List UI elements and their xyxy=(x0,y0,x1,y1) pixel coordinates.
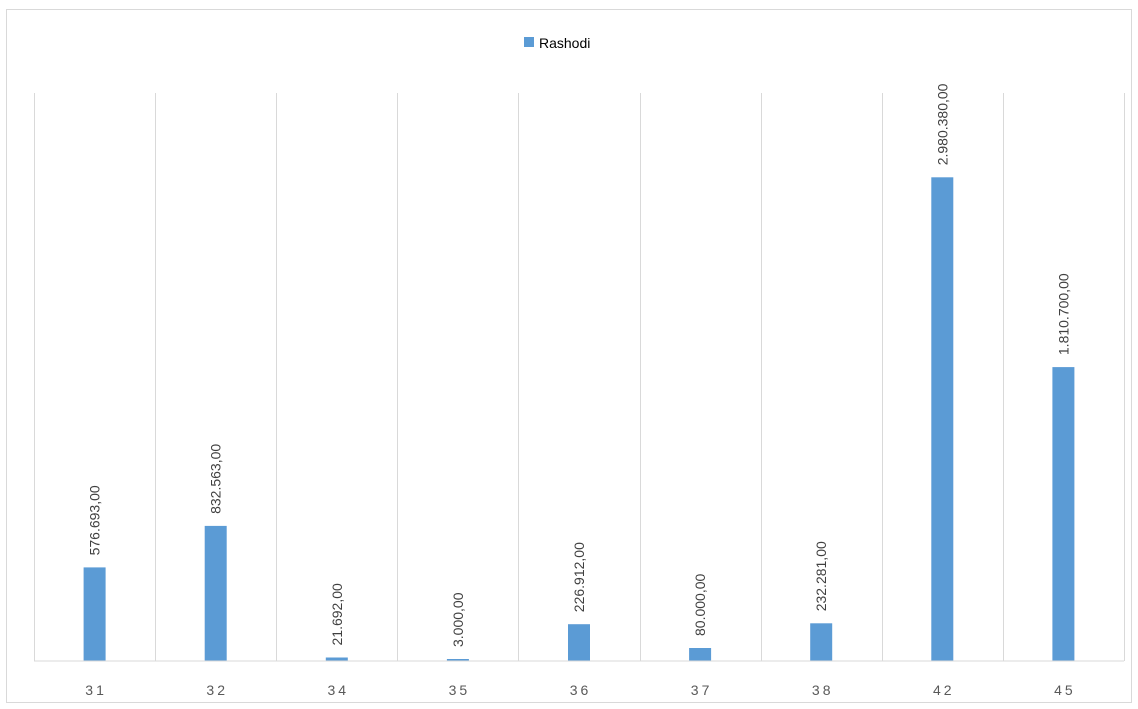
bar-37 xyxy=(689,648,712,661)
data-label-38: 232.281,00 xyxy=(813,541,829,611)
x-tick-label-45: 45 xyxy=(1054,682,1076,698)
bar-42 xyxy=(931,177,954,662)
value-labels: 576.693,00 832.563,00 21.692,00 3.000,00 226… xyxy=(87,83,1072,647)
x-tick-label-32: 32 xyxy=(206,682,228,698)
x-tick-label-38: 38 xyxy=(812,682,834,698)
legend: Rashodi xyxy=(524,35,590,51)
bars xyxy=(83,177,1075,662)
bar-38 xyxy=(810,623,833,661)
data-label-45: 1.810.700,00 xyxy=(1055,273,1071,355)
bar-31 xyxy=(83,567,106,661)
x-tick-label-31: 31 xyxy=(85,682,107,698)
gridlines xyxy=(34,93,1125,661)
data-label-32: 832.563,00 xyxy=(208,444,224,514)
data-label-31: 576.693,00 xyxy=(87,485,103,555)
x-axis-tick-labels: 31 32 34 35 36 37 38 42 45 xyxy=(85,682,1076,698)
legend-label-rashodi: Rashodi xyxy=(539,35,590,51)
legend-swatch xyxy=(524,37,534,47)
x-tick-label-36: 36 xyxy=(570,682,592,698)
data-label-42: 2.980.380,00 xyxy=(934,83,950,165)
x-tick-label-35: 35 xyxy=(449,682,471,698)
data-label-34: 21.692,00 xyxy=(329,583,345,645)
x-tick-label-37: 37 xyxy=(691,682,713,698)
bar-32 xyxy=(204,525,227,661)
x-tick-label-42: 42 xyxy=(933,682,955,698)
data-label-36: 226.912,00 xyxy=(571,542,587,612)
bar-34 xyxy=(325,657,348,661)
bar-36 xyxy=(568,624,590,661)
bar-45 xyxy=(1052,367,1075,661)
data-label-37: 80.000,00 xyxy=(692,574,708,636)
bar-35 xyxy=(446,659,469,661)
x-tick-label-34: 34 xyxy=(328,682,350,698)
data-label-35: 3.000,00 xyxy=(450,592,466,647)
